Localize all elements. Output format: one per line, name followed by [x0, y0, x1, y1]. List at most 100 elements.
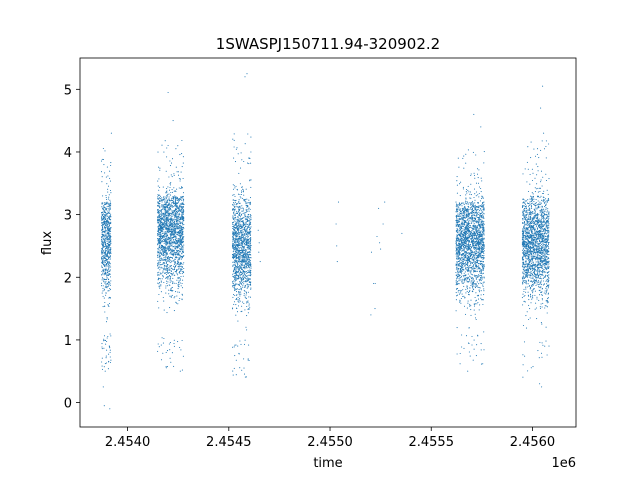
data-point [177, 341, 179, 343]
data-point [173, 226, 175, 229]
data-point [480, 256, 482, 258]
data-point [242, 210, 244, 212]
data-point [243, 216, 245, 218]
data-point [240, 273, 242, 276]
data-point [102, 147, 104, 150]
data-point [158, 201, 160, 203]
data-point [162, 227, 164, 229]
data-point [239, 261, 242, 263]
data-point [104, 263, 106, 265]
data-point [164, 238, 166, 240]
data-point [167, 272, 169, 274]
data-point [465, 268, 467, 270]
data-point [106, 235, 108, 237]
data-point [245, 212, 247, 214]
data-point [170, 290, 173, 292]
data-point [180, 276, 182, 278]
data-point [165, 197, 167, 200]
data-point [471, 212, 473, 214]
data-point [180, 249, 182, 251]
data-point [238, 172, 240, 174]
data-point [234, 289, 236, 291]
data-point [108, 225, 110, 228]
data-point [240, 228, 242, 230]
data-point [178, 277, 181, 279]
data-point [183, 227, 185, 229]
data-point [101, 226, 104, 228]
data-point [108, 203, 111, 205]
data-point [236, 219, 238, 221]
data-point [238, 220, 240, 222]
data-point [171, 273, 173, 275]
data-point [174, 197, 176, 199]
data-point [456, 258, 458, 260]
data-point [108, 218, 110, 220]
data-point [169, 208, 171, 210]
data-point [159, 247, 161, 249]
data-point [159, 233, 161, 235]
data-point [239, 295, 241, 297]
data-point [246, 329, 248, 331]
data-point [167, 207, 169, 209]
data-point [173, 232, 175, 235]
data-point [104, 172, 106, 174]
data-point [169, 227, 171, 229]
data-point [240, 259, 242, 261]
data-point [480, 297, 482, 299]
data-point [103, 338, 105, 340]
data-point [458, 280, 460, 282]
data-point [238, 268, 240, 270]
data-point [182, 196, 184, 198]
data-point [238, 228, 240, 230]
data-point [250, 223, 252, 226]
data-point [239, 271, 242, 273]
data-point [459, 301, 461, 303]
data-point [250, 151, 252, 153]
data-point [241, 210, 243, 212]
data-point [465, 260, 468, 262]
data-point [160, 218, 162, 220]
data-point [245, 284, 247, 286]
data-point [106, 237, 109, 239]
data-point [245, 230, 247, 232]
data-point [243, 248, 245, 250]
data-point [180, 204, 182, 206]
data-point [476, 268, 478, 270]
data-point [166, 224, 168, 226]
data-point [173, 242, 175, 244]
data-point [472, 254, 475, 256]
data-point [105, 176, 107, 178]
data-point [235, 294, 238, 296]
data-point [106, 340, 108, 343]
data-point [249, 282, 252, 284]
data-point [246, 232, 248, 234]
data-point [102, 290, 104, 292]
data-point [109, 238, 111, 240]
data-point [171, 215, 173, 217]
data-point [232, 227, 234, 230]
data-point [172, 195, 174, 198]
data-point [456, 217, 458, 220]
data-point [166, 244, 168, 246]
data-point [177, 234, 179, 236]
data-point [168, 260, 170, 262]
data-point [459, 183, 461, 185]
data-point [249, 269, 251, 271]
data-point [478, 274, 480, 276]
data-point [178, 200, 180, 202]
data-point [105, 250, 107, 252]
data-point [168, 269, 170, 271]
data-point [158, 256, 160, 258]
data-point [159, 240, 161, 242]
data-point [177, 238, 179, 240]
data-point [250, 274, 252, 276]
data-point [170, 237, 172, 239]
data-point [245, 297, 247, 299]
data-point [246, 246, 248, 249]
data-point [242, 188, 244, 190]
data-point [102, 255, 104, 257]
data-point [461, 221, 463, 223]
data-point [236, 188, 238, 190]
data-point [103, 271, 105, 273]
data-point [104, 245, 106, 247]
